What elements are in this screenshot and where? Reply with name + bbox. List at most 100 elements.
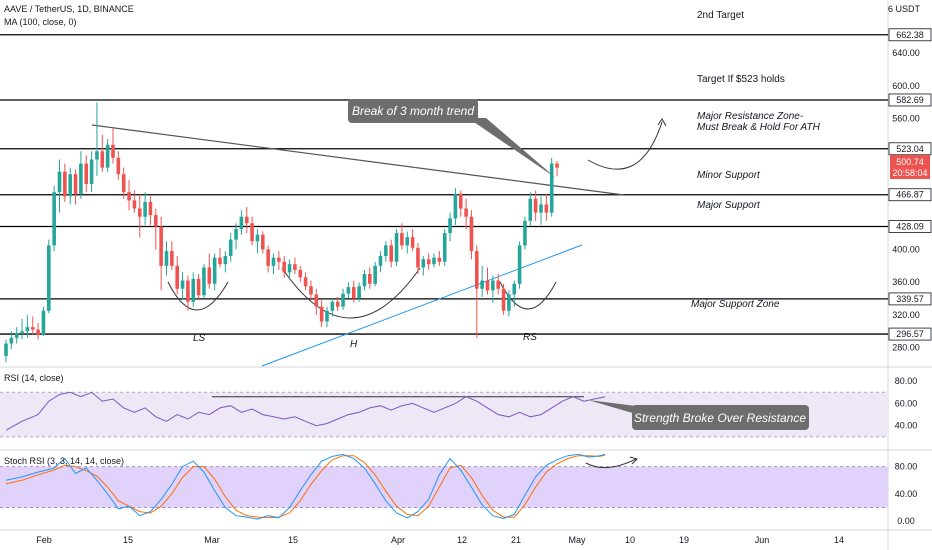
price-tick-4: 360.00 bbox=[892, 277, 920, 287]
candle-body-86 bbox=[464, 208, 468, 217]
price-tick-2: 560.00 bbox=[892, 114, 920, 124]
candle-body-92 bbox=[496, 280, 500, 289]
left-shoulder-arc bbox=[167, 281, 229, 311]
candle-body-41 bbox=[223, 256, 228, 265]
candle-body-68 bbox=[368, 274, 372, 284]
price-tick-0: 640.00 bbox=[892, 48, 920, 58]
level-label-major-support-zone: Major Support Zone bbox=[691, 299, 780, 310]
price-axis-unit: 6 USDT bbox=[888, 4, 921, 14]
candle-body-59 bbox=[319, 306, 324, 322]
candle-body-10 bbox=[57, 171, 62, 193]
candle-body-77 bbox=[416, 247, 420, 268]
projection-arrow-head bbox=[657, 118, 667, 127]
price-axis-unit-number: 6 bbox=[888, 4, 896, 14]
level-tag-box-5 bbox=[888, 292, 932, 306]
callout-strength[interactable]: Strength Broke Over Resistance bbox=[588, 400, 809, 430]
candle-body-18 bbox=[100, 151, 105, 168]
price-axis-ticks: 640.00 600.00 560.00 400.00 360.00 320.00 280.… bbox=[892, 48, 920, 353]
current-price-tag: 500.74 20:58:04 bbox=[890, 155, 930, 180]
candle-body-95 bbox=[512, 283, 517, 295]
level-tag-5: 339.57 bbox=[896, 294, 924, 304]
level-tag-2: 523.04 bbox=[896, 144, 924, 154]
price-axis-level-tags: 662.38 582.69 523.04 466.87 428.09 339.57 296.… bbox=[888, 28, 932, 341]
candle-body-75 bbox=[405, 237, 410, 246]
candle-body-93 bbox=[501, 288, 506, 311]
callout-break-trend-text: Break of 3 month trend bbox=[352, 104, 474, 118]
level-label-resistance: Major Resistance Zone- Must Break & Hold… bbox=[697, 111, 821, 133]
time-tick-11: 14 bbox=[834, 535, 844, 545]
stoch-tick-0: 80.00 bbox=[895, 462, 918, 472]
candle-body-34 bbox=[186, 280, 190, 302]
price-axis-unit-currency: USDT bbox=[896, 4, 921, 14]
candle-body-72 bbox=[389, 245, 393, 262]
callout-strength-text: Strength Broke Over Resistance bbox=[634, 411, 806, 425]
candle-body-4 bbox=[25, 327, 30, 332]
level-tag-4: 428.09 bbox=[896, 221, 924, 231]
candle-body-79 bbox=[426, 259, 431, 265]
candle-body-69 bbox=[373, 265, 377, 284]
candle-body-73 bbox=[394, 233, 399, 262]
time-tick-9: 19 bbox=[679, 535, 689, 545]
candle-body-97 bbox=[523, 220, 527, 246]
callout-break-trend-pointer bbox=[468, 118, 556, 178]
candle-body-90 bbox=[485, 280, 490, 291]
candle-body-82 bbox=[442, 233, 447, 262]
candle-body-0 bbox=[4, 343, 8, 356]
candle-body-33 bbox=[180, 280, 185, 289]
current-price-countdown: 20:58:04 bbox=[892, 168, 927, 178]
candle-body-83 bbox=[448, 218, 452, 234]
head-arc bbox=[281, 267, 421, 319]
time-tick-3: 15 bbox=[288, 535, 298, 545]
candle-body-62 bbox=[335, 301, 340, 307]
candle-body-5 bbox=[30, 327, 35, 330]
callout-break-trend[interactable]: Break of 3 month trend bbox=[348, 99, 556, 178]
candle-body-28 bbox=[154, 215, 158, 227]
legend-ma[interactable]: MA (100, close, 0) bbox=[4, 17, 77, 27]
candle-body-84 bbox=[453, 193, 458, 219]
candle-body-30 bbox=[164, 251, 169, 266]
candle-body-35 bbox=[191, 278, 196, 302]
legend-stoch[interactable]: Stoch RSI (3, 3, 14, 14, close) bbox=[4, 456, 124, 466]
candle-body-100 bbox=[539, 204, 543, 213]
candle-body-51 bbox=[277, 257, 281, 262]
candle-body-2 bbox=[14, 332, 19, 338]
candle-body-7 bbox=[41, 310, 46, 335]
candle-body-45 bbox=[244, 216, 249, 224]
candle-body-87 bbox=[469, 216, 474, 252]
candle-body-103 bbox=[555, 163, 559, 168]
candle-body-31 bbox=[170, 251, 174, 266]
stoch-tick-1: 40.00 bbox=[895, 489, 918, 499]
candle-body-71 bbox=[384, 245, 388, 256]
legend-symbol[interactable]: AAVE / TetherUS, 1D, BINANCE bbox=[4, 4, 134, 14]
candle-body-85 bbox=[458, 193, 463, 209]
candle-body-78 bbox=[421, 259, 426, 268]
candle-body-19 bbox=[105, 144, 110, 168]
price-tick-1: 600.00 bbox=[892, 81, 920, 91]
callout-strength-pointer bbox=[588, 400, 636, 414]
candle-body-56 bbox=[303, 277, 308, 287]
price-tick-3: 400.00 bbox=[892, 244, 920, 254]
level-tag-box-4 bbox=[888, 220, 932, 233]
descending-trendline bbox=[91, 124, 625, 196]
candle-body-58 bbox=[314, 294, 319, 307]
candlestick-series bbox=[4, 102, 559, 363]
stoch-projection-arrow-head bbox=[629, 456, 638, 465]
candle-body-101 bbox=[544, 204, 549, 213]
candle-body-70 bbox=[378, 256, 383, 266]
time-tick-2: Mar bbox=[204, 535, 220, 545]
candle-body-65 bbox=[351, 287, 356, 299]
candle-body-96 bbox=[517, 245, 522, 284]
candle-body-32 bbox=[175, 265, 179, 289]
stoch-k-line bbox=[5, 453, 606, 520]
time-tick-1: 15 bbox=[123, 535, 133, 545]
candle-body-29 bbox=[159, 226, 163, 266]
time-tick-6: 21 bbox=[511, 535, 521, 545]
candle-body-54 bbox=[293, 264, 297, 270]
legend-rsi[interactable]: RSI (14, close) bbox=[4, 373, 64, 383]
candle-body-17 bbox=[95, 151, 99, 160]
candle-body-37 bbox=[202, 267, 206, 296]
candle-body-20 bbox=[111, 144, 115, 158]
level-tag-box-6 bbox=[888, 327, 932, 341]
candle-body-94 bbox=[507, 294, 511, 311]
